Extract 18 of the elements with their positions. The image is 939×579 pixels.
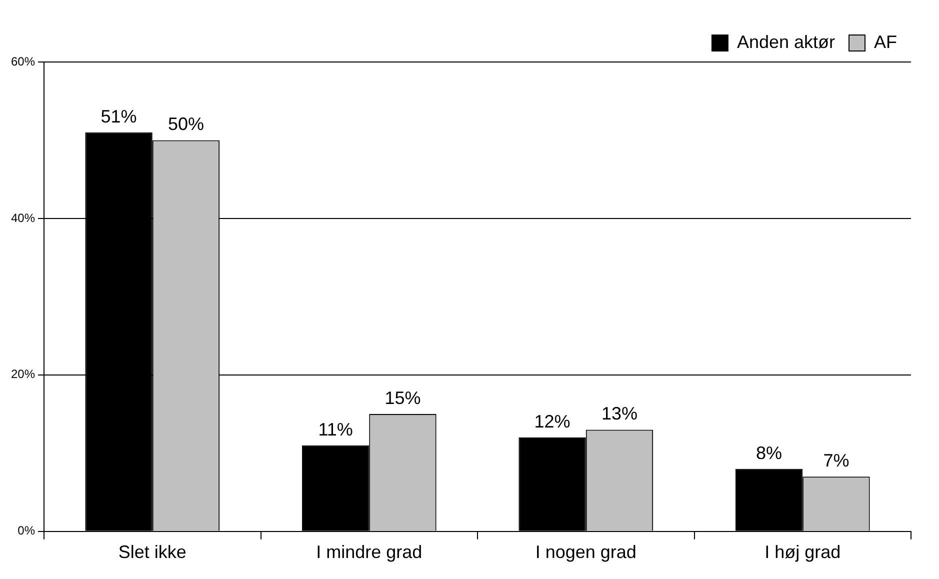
data-label: 13% <box>601 404 638 424</box>
legend-label: Anden aktør <box>736 32 836 52</box>
legend-label: AF <box>874 32 898 52</box>
x-tick-label: Slet ikke <box>118 542 186 562</box>
data-label: 50% <box>168 114 204 134</box>
data-label: 12% <box>534 411 570 432</box>
data-label: 11% <box>318 419 353 440</box>
data-label: 15% <box>384 388 421 408</box>
y-tick-label: 40% <box>10 210 36 225</box>
data-label: 51% <box>100 106 137 126</box>
x-tick-label: I nogen grad <box>535 542 636 562</box>
y-tick-label: 0% <box>18 524 36 538</box>
data-label: 7% <box>823 450 850 471</box>
x-tick-label: I mindre grad <box>316 542 422 562</box>
y-tick-label: 60% <box>10 54 36 68</box>
y-tick-label: 20% <box>10 367 36 382</box>
x-tick-label: I høj grad <box>764 542 841 562</box>
data-label: 8% <box>756 442 782 463</box>
